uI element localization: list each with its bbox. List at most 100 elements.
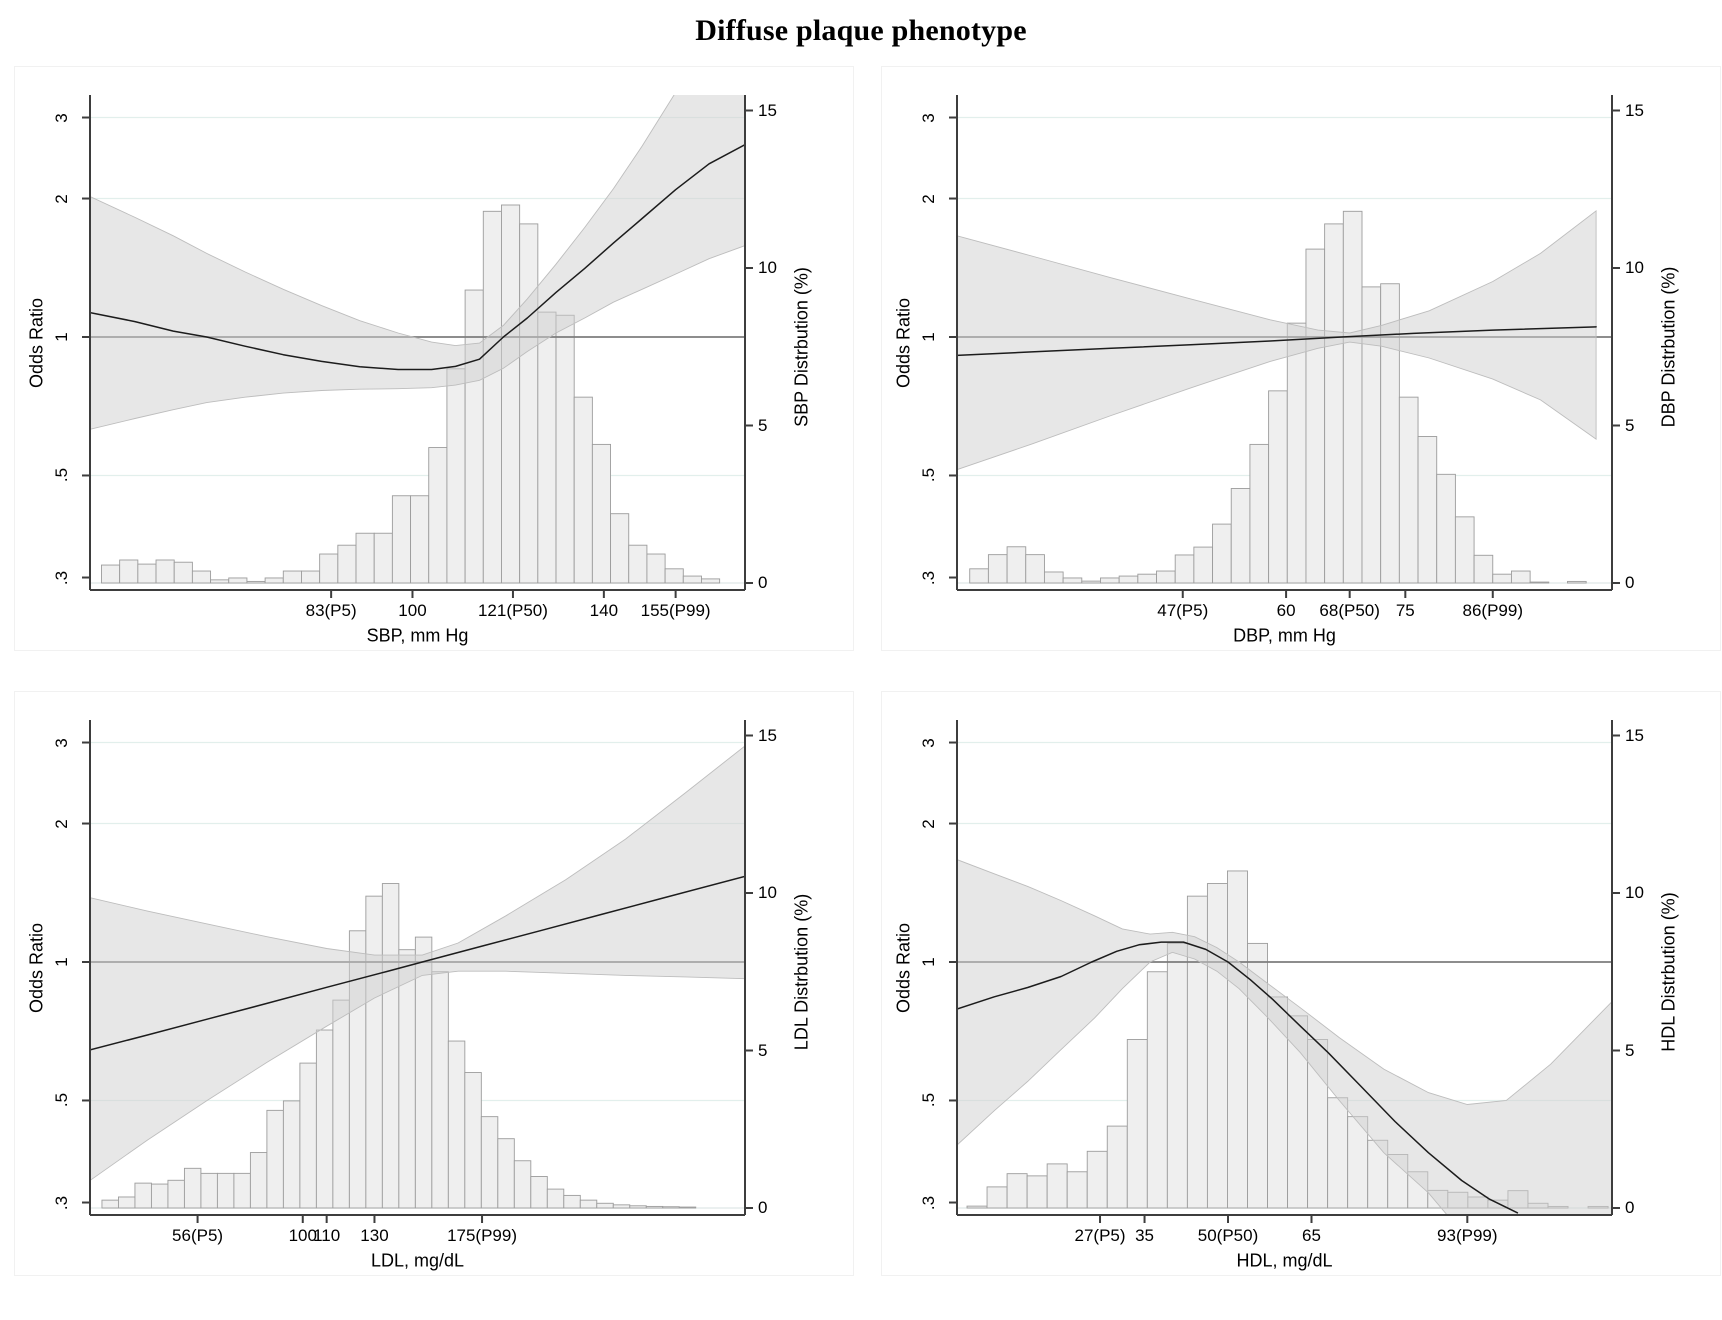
or-axis-title: Odds Ratio (893, 922, 914, 1013)
histogram-bar (966, 1205, 988, 1209)
odds-ratio-curve (957, 326, 1597, 357)
confidence-band (90, 95, 745, 430)
or-tick-label: 3 (919, 112, 938, 123)
histogram-bar (1174, 554, 1195, 584)
histogram-bar (1286, 322, 1307, 584)
histogram-bar (332, 999, 350, 1209)
histogram-bar (1166, 942, 1188, 1209)
histogram-bar (1025, 554, 1045, 584)
histogram-bar (249, 1152, 268, 1209)
histogram-bar (664, 568, 684, 584)
x-tick-label: 68(P50) (1319, 601, 1380, 620)
dist-tick-label: 15 (758, 100, 777, 120)
histogram-bar (1100, 577, 1120, 584)
histogram-bar (1212, 523, 1232, 584)
histogram-bar (264, 577, 284, 584)
histogram-bar (628, 544, 648, 584)
histogram-bar (246, 580, 266, 584)
x-tick-label: 155(P99) (640, 601, 711, 620)
x-tick-label: 75 (1395, 601, 1415, 620)
or-tick-label: .3 (52, 570, 71, 585)
histogram-bar (428, 447, 448, 584)
hdl-chart-svg (949, 720, 1620, 1223)
histogram-bar (482, 210, 502, 584)
histogram-bar (464, 1072, 482, 1209)
histogram-bar (315, 1029, 334, 1209)
dist-tick-label: 15 (758, 725, 777, 745)
histogram-bar (646, 553, 666, 584)
x-tick-label: 35 (1135, 1226, 1154, 1245)
histogram-bar (1305, 248, 1326, 584)
histogram-bar (101, 564, 121, 584)
dist-tick-label: 0 (758, 1198, 768, 1217)
histogram-bar (173, 561, 193, 584)
x-tick-label: 121(P50) (477, 601, 548, 620)
histogram-bar (1473, 554, 1494, 584)
histogram-bar (987, 554, 1008, 584)
dist-axis-title: HDL Distrbution (%) (1658, 892, 1679, 1052)
x-tick-label: 100 (288, 1226, 317, 1245)
or-tick-label: .5 (52, 1093, 71, 1108)
x-tick-label: 27(P5) (1074, 1226, 1126, 1245)
histogram-bar (1249, 443, 1270, 584)
or-tick-label: .3 (919, 570, 938, 585)
x-tick-label: 130 (360, 1226, 389, 1245)
histogram-bar (1146, 971, 1168, 1209)
histogram-bar (1324, 223, 1344, 584)
histogram-bar (117, 1196, 136, 1209)
or-tick-label: 3 (919, 737, 938, 748)
histogram-bar (682, 575, 702, 584)
histogram-bar (612, 1204, 631, 1209)
histogram-bar (446, 368, 466, 584)
or-tick-label: 1 (919, 957, 938, 967)
histogram-bar (373, 532, 393, 584)
or-tick-label: .5 (919, 1093, 938, 1108)
histogram-bar (391, 495, 412, 584)
x-axis-title: LDL, mg/dL (370, 1250, 465, 1271)
histogram-bar (596, 1202, 614, 1209)
hdl-panel: 3 2 1 .5 .3 15 10 5 0 27(P5) 35 50(P50) 65 93(P99) HDL… (881, 691, 1721, 1276)
histogram-bar (546, 1188, 565, 1209)
histogram-bar (1006, 546, 1027, 584)
histogram-bar (319, 553, 339, 584)
histogram-bar (155, 559, 175, 584)
dist-tick-label: 0 (1625, 1198, 1635, 1217)
odds-ratio-curve (957, 941, 1519, 1214)
histogram-bar (119, 559, 139, 584)
x-tick-label: 50(P50) (1197, 1226, 1259, 1245)
histogram-bar (563, 1194, 581, 1209)
histogram-bar (1436, 473, 1456, 584)
chart-grid: 3 2 1.5.3 15 10 5 0 83(P5) 100 121(P50) 140 155(P99… (0, 66, 1722, 1276)
histogram-bar (282, 1100, 301, 1209)
or-tick-label: 3 (52, 737, 71, 748)
sbp-chart-svg (82, 95, 753, 598)
histogram-bar (662, 1206, 680, 1209)
x-axis-title: SBP, mm Hg (366, 625, 469, 646)
histogram-bar (1206, 883, 1228, 1209)
histogram-bar (1106, 1125, 1128, 1209)
histogram-bar (200, 1172, 218, 1209)
histogram-bar (398, 949, 416, 1209)
histogram-bar (969, 568, 989, 584)
histogram-bar (266, 1109, 284, 1209)
x-tick-label: 175(P99) (447, 1226, 517, 1245)
or-tick-label: 1 (52, 332, 71, 342)
dist-tick-label: 5 (758, 1040, 768, 1060)
or-tick-label: .5 (919, 468, 938, 483)
histogram-bar (678, 1206, 697, 1209)
histogram-bar (1193, 546, 1214, 584)
histogram-bar (282, 570, 302, 584)
or-tick-label: .3 (52, 1195, 71, 1210)
histogram-bar (464, 289, 484, 584)
histogram-bar (986, 1186, 1008, 1209)
or-axis-title: Odds Ratio (26, 297, 47, 388)
histogram-bar (701, 578, 721, 584)
x-tick-label: 56(P5) (172, 1226, 224, 1245)
histogram-bar (591, 443, 611, 584)
or-tick-label: 2 (919, 193, 938, 204)
histogram (969, 210, 1587, 584)
histogram-bar (210, 579, 230, 584)
histogram-bar (1327, 1097, 1349, 1209)
histogram-bar (1529, 581, 1550, 584)
histogram-bar (645, 1205, 664, 1209)
